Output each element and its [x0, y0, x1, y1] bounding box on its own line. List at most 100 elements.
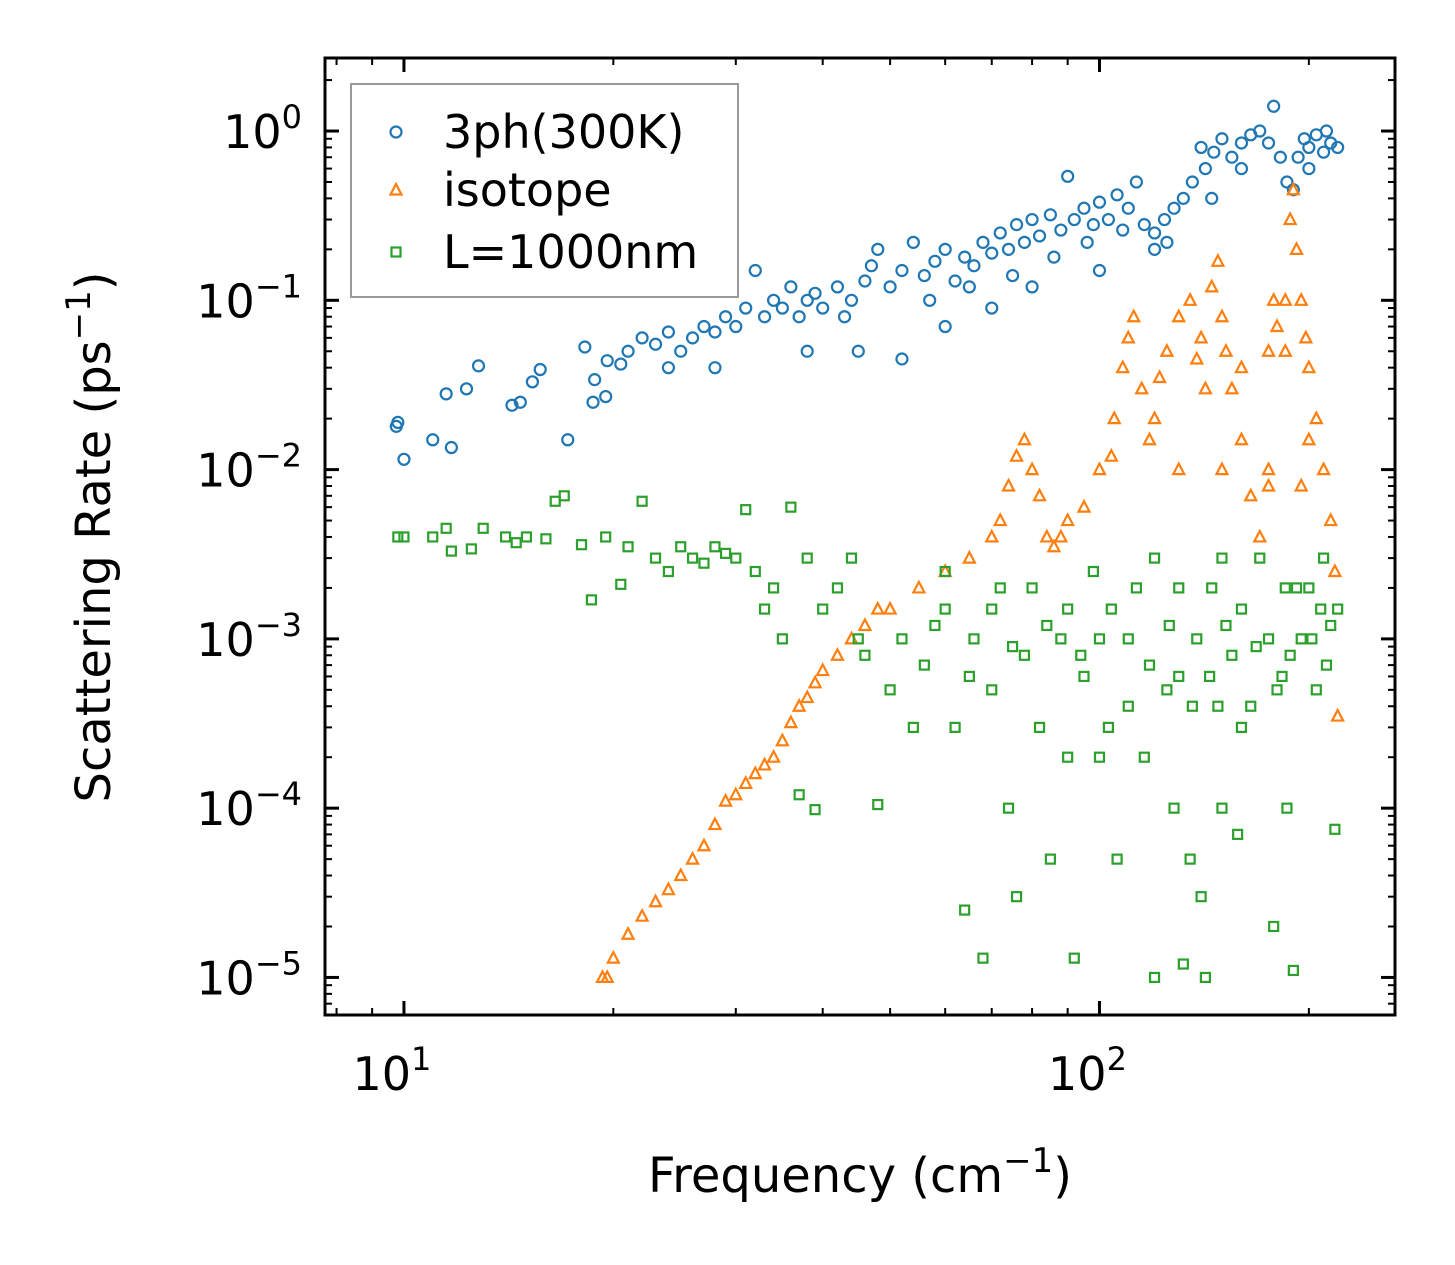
data-point [959, 904, 971, 916]
legend-item: isotope [388, 163, 612, 217]
data-point [1293, 291, 1309, 306]
data-point [1276, 670, 1288, 683]
data-point [513, 395, 527, 409]
data-point [1323, 512, 1339, 527]
data-point [1220, 619, 1232, 632]
data-point [1212, 700, 1224, 712]
data-point [962, 280, 976, 294]
data-point [1325, 619, 1337, 632]
data-point [1143, 659, 1156, 671]
data-point [1044, 853, 1056, 865]
data-point [884, 684, 896, 696]
data-point [1017, 235, 1032, 249]
data-point [1193, 329, 1209, 344]
x-axis-label: Frequency (cm−1) [648, 1141, 1072, 1204]
data-point [815, 662, 831, 677]
data-point [1076, 498, 1092, 513]
legend-label: isotope [443, 163, 612, 217]
data-point [775, 732, 790, 747]
data-point [799, 689, 815, 704]
data-point [1207, 145, 1221, 159]
data-point [1078, 670, 1090, 683]
data-point [928, 254, 942, 268]
data-point [634, 907, 650, 922]
data-point [1261, 136, 1276, 150]
data-point [1330, 707, 1345, 722]
data-point [426, 433, 440, 447]
data-point [1282, 211, 1298, 226]
data-point [1261, 342, 1276, 357]
data-point [1067, 212, 1081, 227]
data-point [558, 490, 570, 502]
data-point [1224, 380, 1240, 395]
data-points [389, 99, 1345, 984]
data-point [1317, 552, 1330, 564]
data-point [1075, 649, 1087, 661]
data-point [505, 398, 519, 412]
data-point [1184, 853, 1196, 865]
data-point [837, 310, 852, 324]
data-point [1134, 380, 1150, 395]
data-point [1092, 461, 1107, 476]
data-point [1062, 603, 1074, 615]
data-point [1039, 528, 1055, 543]
data-point [1106, 410, 1122, 425]
data-point [870, 600, 886, 615]
data-point [636, 495, 648, 507]
data-point [1111, 853, 1123, 865]
data-point [1279, 582, 1291, 594]
data-point [895, 352, 909, 366]
data-point [1226, 649, 1238, 661]
data-point [1268, 920, 1280, 933]
data-point [767, 293, 781, 307]
data-point [661, 361, 675, 375]
data-point [1002, 802, 1015, 814]
data-point [1077, 201, 1091, 215]
data-point [533, 362, 547, 377]
data-point [808, 286, 822, 300]
data-point [984, 528, 1000, 543]
data-point [807, 674, 823, 689]
data-point [635, 331, 649, 345]
data-point [1302, 161, 1316, 176]
data-point [852, 633, 864, 645]
data-point [1129, 175, 1143, 189]
data-point [1182, 291, 1198, 306]
data-point [896, 633, 908, 645]
data-point [929, 619, 941, 632]
data-point [775, 301, 789, 315]
data-point [648, 893, 663, 908]
data-point [1168, 802, 1180, 814]
data-point [864, 259, 879, 273]
data-point [445, 545, 457, 557]
data-point [614, 357, 628, 371]
data-point [1234, 136, 1249, 150]
data-point [817, 603, 829, 615]
data-point [1198, 380, 1213, 395]
data-point [1120, 329, 1136, 344]
data-point [585, 594, 598, 606]
data-point [1205, 191, 1219, 205]
data-point [757, 310, 772, 324]
data-point [1198, 161, 1213, 176]
data-point [844, 293, 859, 307]
data-point [549, 495, 561, 507]
data-point [968, 633, 980, 645]
data-point [1295, 633, 1307, 645]
data-point [1252, 528, 1268, 543]
data-point [1025, 212, 1039, 227]
data-point [397, 452, 411, 466]
plot-frame [323, 56, 1397, 1017]
data-point [967, 259, 981, 273]
y-tick-label: 10−5 [196, 944, 302, 1005]
data-point [791, 697, 807, 712]
data-point [1024, 461, 1040, 476]
data-point [784, 280, 798, 294]
data-point [719, 547, 732, 559]
data-point [1266, 291, 1281, 306]
legend-item: L=1000nm [390, 225, 698, 279]
data-point [1267, 99, 1281, 113]
data-point [1216, 802, 1228, 814]
data-point [1269, 318, 1285, 333]
